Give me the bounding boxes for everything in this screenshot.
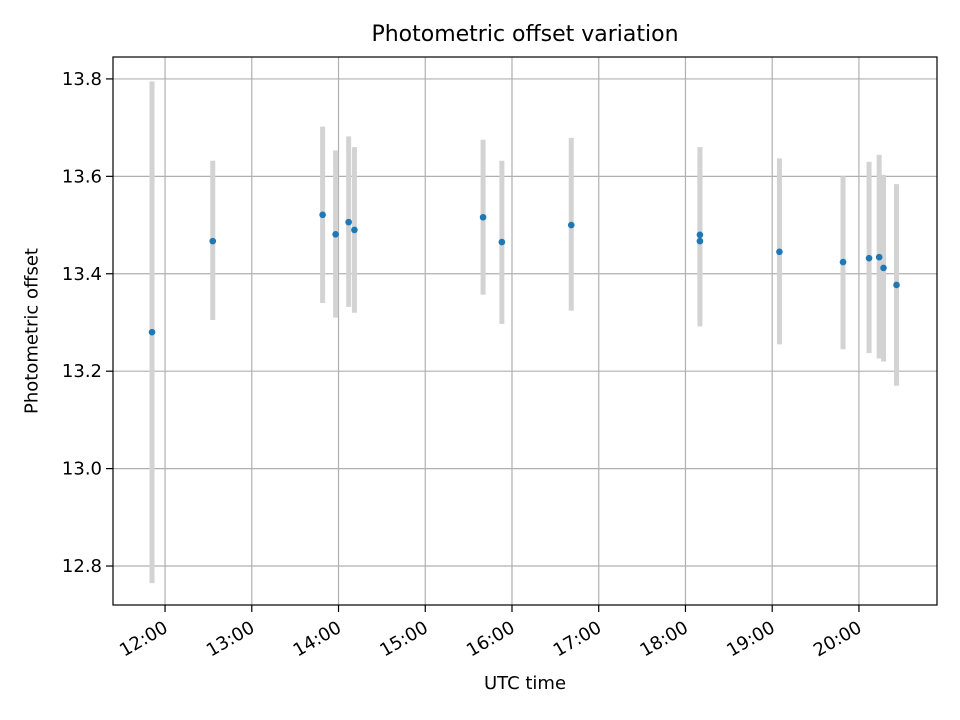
- y-axis-label: Photometric offset: [21, 248, 43, 414]
- data-point: [880, 264, 887, 272]
- axis-ticks: 12:00 13:00 14:00 15:00 16:00 17:00 18:00 19:00…: [62, 69, 866, 661]
- chart-title: Photometric offset variation: [371, 22, 679, 47]
- x-axis-label: UTC time: [483, 673, 567, 694]
- y-tick-label: 13.0: [62, 459, 102, 480]
- y-tick-label: 13.8: [62, 69, 102, 90]
- data-point: [776, 248, 783, 256]
- y-tick-label: 13.6: [62, 166, 102, 187]
- x-tick-label: 14:00: [290, 617, 345, 661]
- y-tick-label: 12.8: [62, 556, 102, 577]
- x-tick-label: 17:00: [550, 617, 605, 661]
- x-tick-label: 12:00: [116, 617, 171, 661]
- data-point: [567, 221, 575, 229]
- data-point: [209, 237, 217, 245]
- data-point: [319, 211, 326, 219]
- data-point: [875, 253, 883, 261]
- data-point: [498, 238, 506, 246]
- x-tick-label: 19:00: [723, 617, 778, 661]
- x-tick-label: 16:00: [463, 617, 518, 661]
- data-point: [893, 281, 900, 289]
- y-tick-label: 13.2: [62, 361, 102, 382]
- x-tick-label: 20:00: [810, 617, 865, 661]
- data-point: [696, 237, 704, 245]
- plot-frame: [112, 56, 938, 606]
- x-tick-label: 18:00: [637, 617, 692, 661]
- data-point: [865, 254, 873, 262]
- y-tick-label: 13.4: [62, 264, 102, 285]
- data-point: [332, 231, 339, 238]
- data-point: [696, 231, 704, 239]
- x-tick-label: 13:00: [203, 617, 258, 661]
- x-tick-label: 15:00: [376, 617, 431, 661]
- data-point: [345, 218, 352, 226]
- data-points: [148, 211, 900, 336]
- data-point: [839, 258, 847, 266]
- error-bars: [149, 81, 900, 584]
- data-point: [148, 328, 156, 336]
- data-point: [479, 213, 487, 221]
- grid-lines: [113, 57, 937, 605]
- data-point: [351, 226, 358, 234]
